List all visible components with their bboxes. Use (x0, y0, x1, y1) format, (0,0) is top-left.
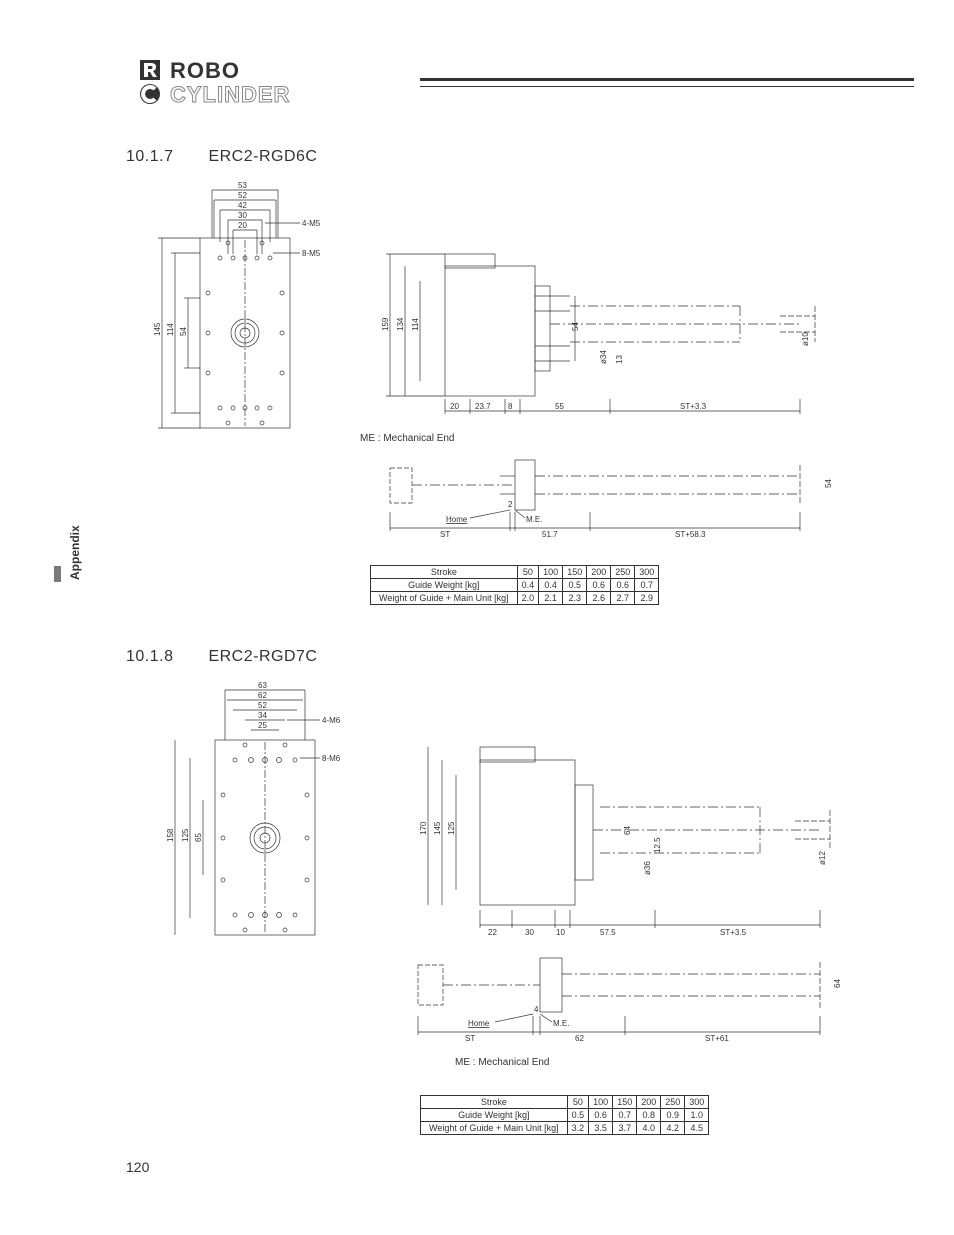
svg-text:64: 64 (833, 979, 842, 988)
svg-text:2: 2 (508, 500, 513, 509)
svg-text:125: 125 (181, 828, 190, 842)
svg-text:4-M5: 4-M5 (302, 219, 321, 228)
svg-text:158: 158 (166, 828, 175, 842)
svg-text:170: 170 (419, 821, 428, 835)
section-number: 10.1.7 (126, 148, 173, 165)
svg-text:125: 125 (447, 821, 456, 835)
svg-text:ST: ST (440, 530, 450, 539)
svg-text:ø36: ø36 (643, 861, 652, 875)
svg-text:30: 30 (525, 928, 534, 937)
svg-text:8-M5: 8-M5 (302, 249, 321, 258)
rgd7c-front-drawing: 63 62 52 34 25 4-M6 8-M6 158 125 65 (145, 680, 355, 940)
table-row: Guide Weight [kg] 0.4 0.4 0.5 0.6 0.6 0.… (371, 579, 659, 592)
section-number: 10.1.8 (126, 648, 173, 665)
svg-text:52: 52 (238, 191, 247, 200)
svg-text:63: 63 (258, 681, 267, 690)
svg-text:54: 54 (824, 479, 833, 488)
svg-text:ST+58.3: ST+58.3 (675, 530, 706, 539)
svg-text:4-M6: 4-M6 (322, 716, 341, 725)
svg-text:CYLINDER: CYLINDER (170, 82, 290, 107)
svg-text:4: 4 (534, 1005, 539, 1014)
svg-text:51.7: 51.7 (542, 530, 558, 539)
rgd6c-weight-table: Stroke 50 100 150 200 250 300 Guide Weig… (370, 565, 659, 605)
rgd6c-front-drawing: 53 52 42 30 20 4-M5 8-M5 145 114 54 (130, 178, 330, 438)
svg-text:M.E.: M.E. (526, 515, 542, 524)
svg-text:ST+3.5: ST+3.5 (720, 928, 747, 937)
svg-text:23.7: 23.7 (475, 402, 491, 411)
svg-text:ST+61: ST+61 (705, 1034, 729, 1043)
svg-text:159: 159 (381, 317, 390, 331)
svg-text:114: 114 (411, 318, 420, 331)
section-title: ERC2-RGD7C (208, 648, 317, 665)
svg-text:55: 55 (555, 402, 564, 411)
svg-text:25: 25 (258, 721, 267, 730)
page-number: 120 (126, 1159, 149, 1175)
svg-text:30: 30 (238, 211, 247, 220)
svg-text:ST+3.3: ST+3.3 (680, 402, 707, 411)
svg-text:54: 54 (571, 322, 580, 331)
svg-text:Home: Home (468, 1019, 490, 1028)
svg-text:ROBO: ROBO (170, 58, 240, 83)
svg-text:M.E.: M.E. (553, 1019, 569, 1028)
svg-text:145: 145 (433, 821, 442, 835)
rgd7c-side-drawing: 170 145 125 64 12.5 ø36 ø12 22 30 10 57.… (400, 735, 850, 950)
appendix-tab-label: Appendix (68, 525, 82, 580)
rgd6c-top-drawing: 2 Home M.E. ST 51.7 ST+58.3 54 (370, 450, 840, 540)
rgd6c-side-drawing: 159 134 114 54 ø34 13 ø10 20 23.7 8 55 S… (360, 236, 840, 436)
section-title: ERC2-RGD6C (208, 148, 317, 165)
appendix-tab-bar (54, 566, 61, 582)
svg-text:53: 53 (238, 181, 247, 190)
table-row: Stroke 50 100 150 200 250 300 (421, 1096, 709, 1109)
svg-text:64: 64 (623, 826, 632, 835)
table-row: Weight of Guide + Main Unit [kg] 3.2 3.5… (421, 1122, 709, 1135)
table-row: Weight of Guide + Main Unit [kg] 2.0 2.1… (371, 592, 659, 605)
svg-text:ø34: ø34 (599, 350, 608, 364)
svg-text:20: 20 (450, 402, 459, 411)
stroke-label: Stroke (371, 566, 518, 579)
svg-text:13: 13 (615, 355, 624, 364)
svg-text:54: 54 (179, 327, 188, 336)
svg-text:8-M6: 8-M6 (322, 754, 341, 763)
svg-text:22: 22 (488, 928, 497, 937)
svg-text:ø12: ø12 (818, 851, 827, 865)
svg-text:62: 62 (258, 691, 267, 700)
svg-text:114: 114 (166, 323, 175, 336)
svg-text:34: 34 (258, 711, 267, 720)
svg-text:20: 20 (238, 221, 247, 230)
table-row: Guide Weight [kg] 0.5 0.6 0.7 0.8 0.9 1.… (421, 1109, 709, 1122)
svg-text:12.5: 12.5 (653, 837, 662, 853)
me-note-2: ME : Mechanical End (455, 1057, 550, 1068)
table-row: Stroke 50 100 150 200 250 300 (371, 566, 659, 579)
svg-text:57.5: 57.5 (600, 928, 616, 937)
rgd7c-top-drawing: 4 Home M.E. ST 62 ST+61 64 (400, 950, 850, 1045)
section-heading-10-1-7: 10.1.7 ERC2-RGD6C (126, 148, 317, 166)
svg-text:ST: ST (465, 1034, 475, 1043)
section-heading-10-1-8: 10.1.8 ERC2-RGD7C (126, 648, 317, 666)
me-note-1: ME : Mechanical End (360, 433, 455, 444)
svg-text:Home: Home (446, 515, 468, 524)
svg-text:52: 52 (258, 701, 267, 710)
svg-text:145: 145 (153, 322, 162, 336)
svg-text:ø10: ø10 (801, 332, 810, 346)
rgd7c-weight-table: Stroke 50 100 150 200 250 300 Guide Weig… (420, 1095, 709, 1135)
robo-cylinder-logo: ROBO CYLINDER (140, 58, 420, 113)
svg-text:65: 65 (194, 833, 203, 842)
svg-text:42: 42 (238, 201, 247, 210)
svg-text:10: 10 (556, 928, 565, 937)
svg-text:134: 134 (396, 317, 405, 331)
svg-text:62: 62 (575, 1034, 584, 1043)
svg-text:8: 8 (508, 402, 513, 411)
